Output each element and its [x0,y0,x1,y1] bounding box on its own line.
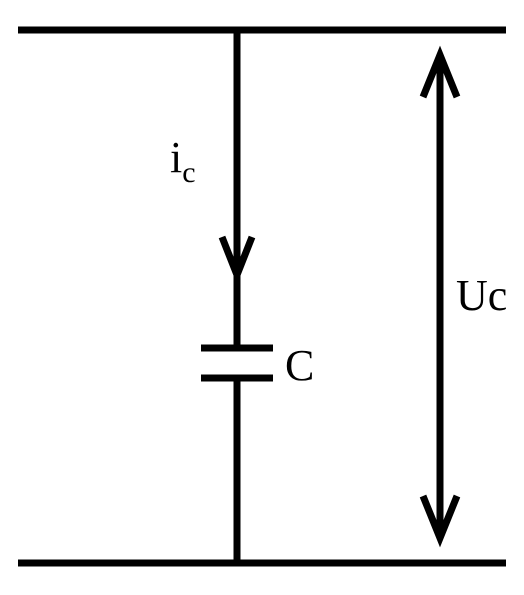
voltage-label: Uc [456,271,507,320]
current-label: ic [170,133,196,189]
capacitor-label: C [285,341,314,390]
